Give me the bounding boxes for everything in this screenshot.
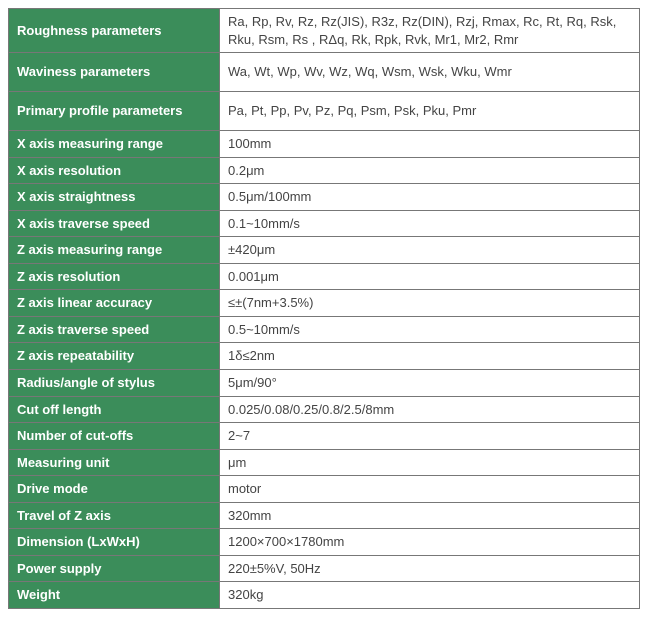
table-row: Roughness parametersRa, Rp, Rv, Rz, Rz(J… [9,9,640,53]
specifications-tbody: Roughness parametersRa, Rp, Rv, Rz, Rz(J… [9,9,640,609]
table-row: Number of cut-offs2~7 [9,423,640,450]
spec-label: X axis resolution [9,157,220,184]
spec-label: Power supply [9,555,220,582]
spec-label: Cut off length [9,396,220,423]
table-row: Z axis resolution0.001μm [9,263,640,290]
spec-value: 220±5%V, 50Hz [220,555,640,582]
table-row: X axis measuring range100mm [9,131,640,158]
spec-label: Z axis linear accuracy [9,290,220,317]
spec-label: Travel of Z axis [9,502,220,529]
spec-value: 0.2μm [220,157,640,184]
spec-label: Z axis repeatability [9,343,220,370]
spec-label: Waviness parameters [9,53,220,92]
spec-value: ±420μm [220,237,640,264]
spec-label: X axis straightness [9,184,220,211]
spec-label: Z axis traverse speed [9,316,220,343]
spec-value: 100mm [220,131,640,158]
spec-value: 0.001μm [220,263,640,290]
spec-value: 5μm/90° [220,370,640,397]
spec-value: 0.5~10mm/s [220,316,640,343]
spec-value: 0.1~10mm/s [220,210,640,237]
spec-value: Wa, Wt, Wp, Wv, Wz, Wq, Wsm, Wsk, Wku, W… [220,53,640,92]
spec-value: Ra, Rp, Rv, Rz, Rz(JIS), R3z, Rz(DIN), R… [220,9,640,53]
spec-label: Primary profile parameters [9,92,220,131]
table-row: Waviness parametersWa, Wt, Wp, Wv, Wz, W… [9,53,640,92]
table-row: X axis straightness0.5μm/100mm [9,184,640,211]
specifications-table: Roughness parametersRa, Rp, Rv, Rz, Rz(J… [8,8,640,609]
spec-label: Weight [9,582,220,609]
table-row: Z axis linear accuracy≤±(7nm+3.5%) [9,290,640,317]
spec-value: motor [220,476,640,503]
table-row: Cut off length0.025/0.08/0.25/0.8/2.5/8m… [9,396,640,423]
spec-value: ≤±(7nm+3.5%) [220,290,640,317]
table-row: Z axis repeatability1δ≤2nm [9,343,640,370]
spec-value: μm [220,449,640,476]
spec-label: X axis measuring range [9,131,220,158]
table-row: Measuring unitμm [9,449,640,476]
spec-label: Measuring unit [9,449,220,476]
spec-value: 1δ≤2nm [220,343,640,370]
table-row: Radius/angle of stylus5μm/90° [9,370,640,397]
spec-value: 0.5μm/100mm [220,184,640,211]
spec-label: Z axis measuring range [9,237,220,264]
spec-value: 0.025/0.08/0.25/0.8/2.5/8mm [220,396,640,423]
table-row: Primary profile parametersPa, Pt, Pp, Pv… [9,92,640,131]
table-row: Power supply220±5%V, 50Hz [9,555,640,582]
spec-value: 1200×700×1780mm [220,529,640,556]
spec-label: Number of cut-offs [9,423,220,450]
spec-value: 2~7 [220,423,640,450]
table-row: Travel of Z axis320mm [9,502,640,529]
table-row: Weight320kg [9,582,640,609]
spec-value: 320mm [220,502,640,529]
spec-label: Z axis resolution [9,263,220,290]
spec-label: Radius/angle of stylus [9,370,220,397]
table-row: Z axis traverse speed0.5~10mm/s [9,316,640,343]
spec-label: Drive mode [9,476,220,503]
spec-value: 320kg [220,582,640,609]
table-row: Z axis measuring range±420μm [9,237,640,264]
spec-label: Dimension (LxWxH) [9,529,220,556]
table-row: X axis resolution0.2μm [9,157,640,184]
spec-label: Roughness parameters [9,9,220,53]
table-row: X axis traverse speed0.1~10mm/s [9,210,640,237]
spec-value: Pa, Pt, Pp, Pv, Pz, Pq, Psm, Psk, Pku, P… [220,92,640,131]
spec-label: X axis traverse speed [9,210,220,237]
table-row: Dimension (LxWxH)1200×700×1780mm [9,529,640,556]
table-row: Drive modemotor [9,476,640,503]
